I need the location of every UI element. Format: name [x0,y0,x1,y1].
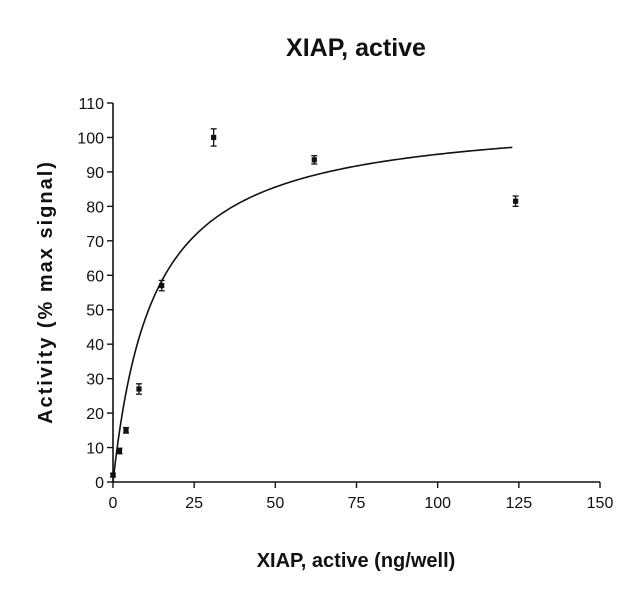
y-tick-label: 80 [86,199,104,216]
y-tick-label: 90 [86,165,104,182]
y-tick-label: 70 [86,234,104,251]
x-tick-label: 0 [109,495,118,512]
data-point [512,198,519,204]
x-axis-ticks: 0 25 50 75 100 125 150 [109,482,614,512]
y-tick-label: 40 [86,337,104,354]
data-point [110,472,116,478]
x-tick-label: 150 [587,495,614,512]
data-point [211,134,217,141]
x-tick-label: 100 [424,495,451,512]
data-point [311,157,317,163]
y-tick-label: 30 [86,372,104,389]
y-axis-ticks: 0 10 20 30 40 50 60 70 80 90 100 110 [77,96,113,492]
x-tick-label: 125 [505,495,532,512]
axes [112,103,600,483]
y-tick-label: 10 [86,441,104,458]
x-axis-title: XIAP, active (ng/well) [257,550,456,572]
y-tick-label: 50 [86,303,104,320]
data-point [116,448,123,454]
data-points [110,128,519,478]
data-point [136,386,142,392]
x-tick-label: 50 [266,495,284,512]
data-point [123,427,129,433]
y-tick-label: 60 [86,268,104,285]
fit-curve [112,146,513,483]
x-tick-label: 25 [185,495,203,512]
y-tick-label: 20 [86,406,104,423]
y-axis-title: Activity (% max signal) [35,160,57,424]
y-tick-label: 0 [95,475,104,492]
y-tick-label: 110 [78,96,104,113]
data-point [159,283,165,289]
x-tick-label: 75 [348,495,366,512]
y-tick-label: 100 [77,130,104,147]
chart-title: XIAP, active [286,34,426,62]
